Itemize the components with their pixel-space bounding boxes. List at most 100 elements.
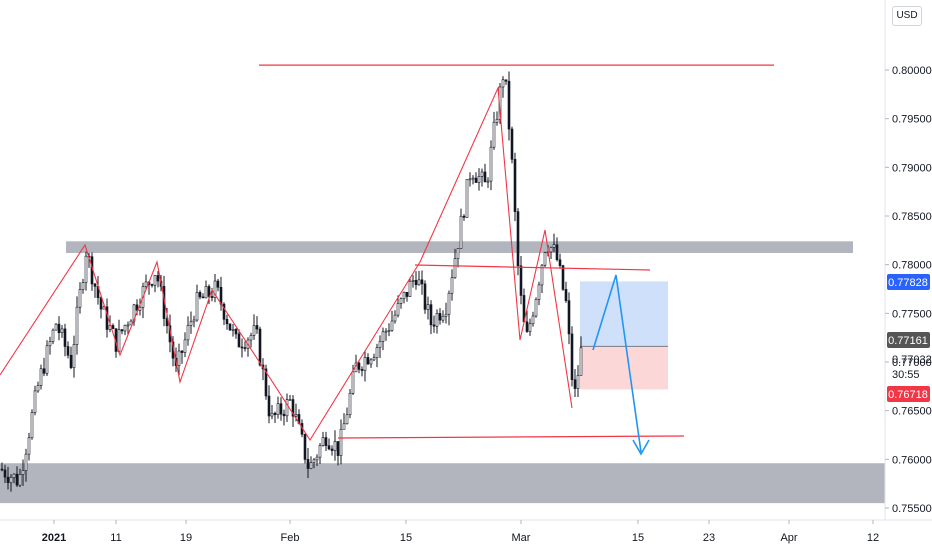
- candle-body: [84, 255, 88, 283]
- candle-body: [225, 318, 229, 325]
- target-price-badge-bg: [887, 274, 930, 290]
- candle-body: [234, 329, 238, 335]
- price-tick-label: 0.77000: [892, 357, 932, 369]
- candle-body: [525, 321, 529, 332]
- candle-body: [18, 474, 22, 486]
- candle-body: [552, 244, 556, 248]
- candle-body: [183, 339, 187, 353]
- candle-body: [258, 328, 262, 366]
- candle-body: [432, 324, 436, 327]
- candle-body: [213, 280, 217, 298]
- candle-body: [294, 414, 298, 417]
- candle-body: [390, 320, 394, 331]
- candle-body: [267, 395, 271, 417]
- candle-body: [504, 79, 508, 82]
- candle-body: [453, 258, 457, 279]
- candle-body: [126, 324, 130, 327]
- candle-body: [189, 321, 193, 326]
- candle-body: [396, 303, 400, 316]
- candle-body: [36, 385, 40, 392]
- candle-body: [195, 292, 199, 321]
- candle-body: [375, 347, 379, 358]
- candle-body: [543, 252, 547, 266]
- candle-body: [564, 289, 568, 301]
- candle-body: [99, 297, 103, 310]
- candle-body: [540, 264, 544, 286]
- time-tick-label: 23: [703, 532, 715, 544]
- candle-body: [357, 362, 361, 370]
- candle-body: [138, 307, 142, 311]
- candle-body: [366, 357, 370, 365]
- price-tick-label: 0.79500: [892, 114, 932, 126]
- candle-body: [411, 280, 415, 282]
- candle-body: [273, 412, 277, 415]
- candle-body: [204, 286, 208, 299]
- candle-body: [441, 315, 445, 321]
- candle-body: [531, 315, 535, 325]
- price-tick-label: 0.77500: [892, 308, 932, 320]
- candle-body: [408, 280, 412, 297]
- candle-body: [3, 469, 7, 478]
- candle-body: [402, 291, 406, 300]
- candle-body: [360, 369, 364, 371]
- candle-body: [42, 368, 46, 374]
- candle-body: [39, 368, 43, 386]
- candle-body: [579, 347, 583, 376]
- candle-body: [480, 171, 484, 177]
- candle-body: [363, 357, 367, 371]
- candle-body: [15, 473, 19, 486]
- candle-body: [327, 445, 331, 450]
- candle-body: [474, 177, 478, 183]
- time-tick-label: Feb: [281, 532, 300, 544]
- current-price-badge: 0.77161: [888, 335, 928, 347]
- target-price-badge: 0.77828: [888, 277, 928, 289]
- candle-body: [54, 323, 58, 331]
- candle-body: [21, 470, 25, 475]
- candle-body: [369, 359, 373, 365]
- candle-body: [81, 282, 85, 290]
- candle-body: [318, 445, 322, 458]
- candle-body: [66, 346, 70, 356]
- candle-body: [393, 314, 397, 322]
- candle-body: [0, 468, 4, 471]
- candle-body: [198, 292, 202, 298]
- candle-body: [489, 146, 493, 182]
- candle-body: [534, 299, 538, 317]
- candle-body: [420, 279, 424, 285]
- candle-body: [306, 459, 310, 469]
- candle-body: [186, 325, 190, 341]
- candle-body: [351, 371, 355, 394]
- candle-body: [216, 280, 220, 288]
- candle-body: [456, 248, 460, 259]
- time-tick-label: 11: [110, 532, 121, 544]
- candle-body: [381, 331, 385, 342]
- currency-button[interactable]: USD: [892, 6, 922, 26]
- candle-body: [339, 428, 343, 456]
- candle-body: [78, 289, 82, 308]
- candle-body: [348, 392, 352, 416]
- candle-body: [282, 413, 286, 417]
- candle-body: [516, 211, 520, 267]
- candle-body: [207, 286, 211, 297]
- candle-body: [447, 292, 451, 315]
- candle-body: [222, 303, 226, 320]
- candle-body: [468, 178, 472, 181]
- stop-price-badge: 0.76718: [888, 389, 928, 401]
- candle-body: [288, 399, 292, 401]
- countdown-label: 30:55: [892, 369, 920, 381]
- price-badges: 0.77828 0.77161 0.77032 30:55 0.76718: [887, 274, 932, 402]
- candle-body: [405, 291, 409, 297]
- candle-body: [561, 265, 565, 290]
- candle-body: [429, 304, 433, 326]
- candle-body: [201, 296, 205, 299]
- candle-body: [24, 453, 28, 471]
- candle-body: [57, 323, 61, 334]
- candle-body: [384, 330, 388, 333]
- candle-body: [510, 128, 514, 160]
- time-axis: 2021 11 19 Feb 15 Mar 15 23 Apr 12: [0, 519, 932, 544]
- candle-body: [177, 350, 181, 366]
- candle-body: [435, 313, 439, 327]
- support-zone: [0, 463, 885, 504]
- price-tick-label: 0.80000: [892, 65, 932, 77]
